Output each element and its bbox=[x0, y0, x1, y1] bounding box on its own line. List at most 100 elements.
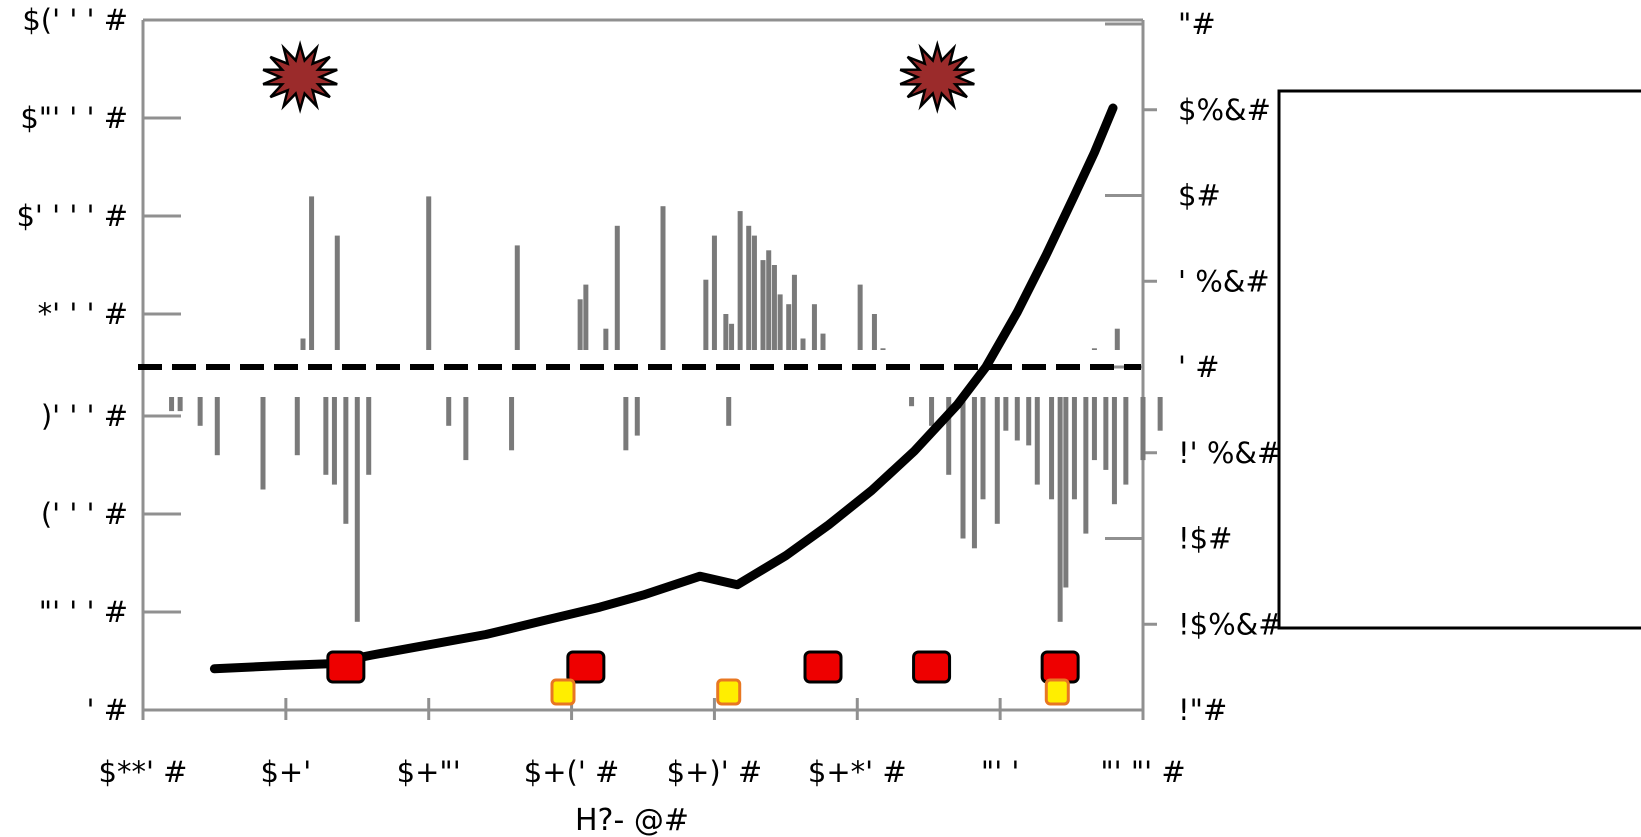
lower-bar bbox=[623, 397, 629, 451]
upper-bar bbox=[703, 279, 709, 350]
lower-bar bbox=[960, 397, 966, 539]
lower-bar bbox=[197, 397, 203, 426]
x-tick-label: $+*' # bbox=[808, 755, 907, 789]
event-markers bbox=[326, 650, 1080, 706]
upper-bar bbox=[811, 304, 817, 350]
lower-bar bbox=[946, 397, 952, 475]
upper-bar bbox=[309, 196, 315, 350]
red-event-marker bbox=[566, 650, 606, 684]
lower-bar bbox=[354, 397, 360, 622]
tick-labels: *' ' ' # $' ' ' ' # $"' ' ' # $(' ' ' # ' # "… bbox=[16, 3, 1282, 789]
lower-bar bbox=[1003, 397, 1009, 431]
lower-bar bbox=[1091, 397, 1097, 461]
x-tick-label: $+)' # bbox=[667, 755, 763, 789]
lower-bar bbox=[634, 397, 640, 436]
x-tick-label: $**' # bbox=[99, 755, 188, 789]
upper-bar bbox=[786, 304, 792, 350]
x-tick-label: "' "' # bbox=[1100, 755, 1185, 789]
lower-bar bbox=[509, 397, 515, 451]
upper-bar bbox=[1091, 348, 1097, 350]
starburst-marker bbox=[262, 40, 338, 114]
upper-bar bbox=[583, 284, 589, 350]
lower-bar bbox=[994, 397, 1000, 524]
x-tick-label: $+(' # bbox=[524, 755, 620, 789]
left-tick-label: ' # bbox=[87, 693, 129, 727]
lower-bar bbox=[1057, 397, 1063, 622]
lower-bar bbox=[929, 397, 935, 426]
right-tick-label: $%&# bbox=[1178, 93, 1271, 127]
right-tick-label: !"# bbox=[1178, 693, 1227, 727]
lower-bar bbox=[1083, 397, 1089, 534]
lower-bars bbox=[169, 397, 1163, 622]
lower-bar bbox=[1049, 397, 1055, 500]
starburst-marker bbox=[899, 40, 975, 114]
upper-bar bbox=[777, 294, 783, 350]
chart-axes bbox=[141, 18, 1157, 720]
upper-bar bbox=[760, 260, 766, 350]
lower-bar bbox=[366, 397, 372, 475]
lower-bar bbox=[177, 397, 183, 412]
star-markers bbox=[262, 40, 975, 114]
upper-bar bbox=[791, 274, 797, 350]
lower-bar bbox=[1014, 397, 1020, 441]
right-tick-label: !' %&# bbox=[1178, 436, 1281, 470]
left-tick-label: $"' ' ' # bbox=[20, 101, 128, 135]
upper-bar bbox=[334, 235, 340, 350]
yellow-event-marker bbox=[1044, 678, 1070, 706]
lower-bar bbox=[726, 397, 732, 426]
left-tick-label: (' ' ' # bbox=[41, 497, 128, 531]
lower-bar bbox=[214, 397, 220, 456]
legend-box bbox=[1277, 89, 1641, 630]
lower-bar bbox=[1034, 397, 1040, 485]
lower-bar bbox=[1140, 397, 1146, 461]
left-tick-label: $' ' ' ' # bbox=[16, 199, 128, 233]
lower-bar bbox=[343, 397, 349, 524]
left-tick-label: )' ' ' # bbox=[41, 399, 128, 433]
upper-bar bbox=[603, 328, 609, 350]
left-tick-label: *' ' ' # bbox=[38, 297, 128, 331]
upper-bars bbox=[300, 196, 1120, 350]
x-tick-label: $+"' bbox=[397, 755, 461, 789]
lower-bar bbox=[1123, 397, 1129, 485]
red-event-marker bbox=[912, 650, 952, 684]
lower-bar bbox=[1111, 397, 1117, 505]
upper-bar bbox=[660, 206, 666, 350]
yellow-event-marker bbox=[550, 678, 576, 706]
upper-bar bbox=[820, 333, 826, 350]
upper-bar bbox=[880, 348, 886, 350]
lower-bar bbox=[909, 397, 915, 407]
right-tick-label: "# bbox=[1178, 7, 1216, 41]
upper-bar bbox=[614, 225, 620, 350]
upper-bar bbox=[857, 284, 863, 350]
upper-bar bbox=[711, 235, 717, 350]
lower-bar bbox=[446, 397, 452, 426]
upper-bar bbox=[800, 338, 806, 350]
x-axis-label: H?- @# bbox=[575, 803, 689, 837]
right-tick-label: !$# bbox=[1178, 522, 1232, 556]
x-tick-label: "' ' bbox=[981, 755, 1020, 789]
lower-bar bbox=[323, 397, 329, 475]
line-layer bbox=[209, 103, 1118, 674]
right-tick-label: ' %&# bbox=[1178, 264, 1270, 298]
left-tick-label: "' ' ' # bbox=[39, 595, 128, 629]
upper-bar bbox=[746, 225, 752, 350]
lower-bar bbox=[331, 397, 337, 485]
upper-bar bbox=[729, 323, 735, 350]
trend-line bbox=[209, 103, 1118, 674]
lower-bar bbox=[980, 397, 986, 500]
upper-bar bbox=[577, 299, 583, 350]
upper-bar bbox=[766, 250, 772, 350]
lower-bar bbox=[1026, 397, 1032, 446]
right-tick-label: ' # bbox=[1178, 350, 1220, 384]
upper-bar bbox=[1114, 328, 1120, 350]
upper-bar bbox=[300, 338, 306, 350]
lower-bar bbox=[294, 397, 300, 456]
red-event-marker bbox=[803, 650, 843, 684]
upper-bar bbox=[514, 245, 520, 350]
upper-bar bbox=[426, 196, 432, 350]
left-tick-label: $(' ' ' # bbox=[22, 3, 128, 37]
yellow-event-marker bbox=[716, 678, 742, 706]
x-tick-label: $+' bbox=[260, 755, 311, 789]
lower-bar bbox=[1103, 397, 1109, 470]
right-tick-label: $# bbox=[1178, 179, 1221, 213]
